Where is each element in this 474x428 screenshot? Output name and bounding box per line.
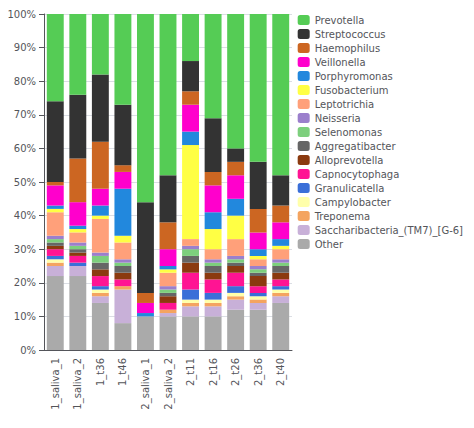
svg-text:100%: 100% (7, 9, 36, 20)
svg-text:Alloprevotella: Alloprevotella (315, 155, 384, 166)
svg-text:Capnocytophaga: Capnocytophaga (315, 169, 400, 180)
svg-text:60%: 60% (14, 143, 36, 154)
svg-text:90%: 90% (14, 42, 36, 53)
svg-text:Selenomonas: Selenomonas (315, 127, 382, 138)
svg-text:Other: Other (315, 239, 344, 250)
svg-text:10%: 10% (14, 311, 36, 322)
svg-text:2_t26: 2_t26 (230, 358, 242, 386)
svg-text:2_t40: 2_t40 (275, 358, 287, 386)
svg-text:Streptococcus: Streptococcus (315, 29, 386, 40)
svg-text:Prevotella: Prevotella (315, 15, 365, 26)
svg-text:30%: 30% (14, 244, 36, 255)
svg-text:0%: 0% (20, 345, 36, 356)
svg-text:Fusobacterium: Fusobacterium (315, 85, 389, 96)
svg-text:Veillonella: Veillonella (315, 57, 366, 68)
svg-text:2_t16: 2_t16 (208, 358, 220, 386)
svg-text:1_saliva_1: 1_saliva_1 (50, 358, 62, 410)
svg-text:70%: 70% (14, 109, 36, 120)
svg-text:1_t36: 1_t36 (95, 358, 107, 386)
svg-text:2_saliva_1: 2_saliva_1 (140, 358, 152, 410)
svg-text:Haemophilus: Haemophilus (315, 43, 380, 54)
svg-text:50%: 50% (14, 177, 36, 188)
svg-text:Aggregatibacter: Aggregatibacter (315, 141, 397, 152)
svg-text:20%: 20% (14, 277, 36, 288)
svg-text:40%: 40% (14, 210, 36, 221)
svg-text:2_t11: 2_t11 (185, 358, 197, 386)
svg-text:Neisseria: Neisseria (315, 113, 361, 124)
svg-text:2_saliva_2: 2_saliva_2 (163, 358, 175, 410)
svg-text:1_saliva_2: 1_saliva_2 (72, 358, 84, 410)
svg-text:Saccharibacteria_(TM7)_[G-6]: Saccharibacteria_(TM7)_[G-6] (315, 225, 463, 237)
svg-text:Granulicatella: Granulicatella (315, 183, 385, 194)
svg-text:1_t46: 1_t46 (117, 358, 129, 386)
svg-text:Treponema: Treponema (314, 211, 371, 222)
svg-text:80%: 80% (14, 76, 36, 87)
svg-text:Porphyromonas: Porphyromonas (315, 71, 393, 82)
svg-text:2_t36: 2_t36 (253, 358, 265, 386)
svg-text:Leptotrichia: Leptotrichia (315, 99, 375, 110)
svg-text:Campylobacter: Campylobacter (315, 197, 392, 208)
